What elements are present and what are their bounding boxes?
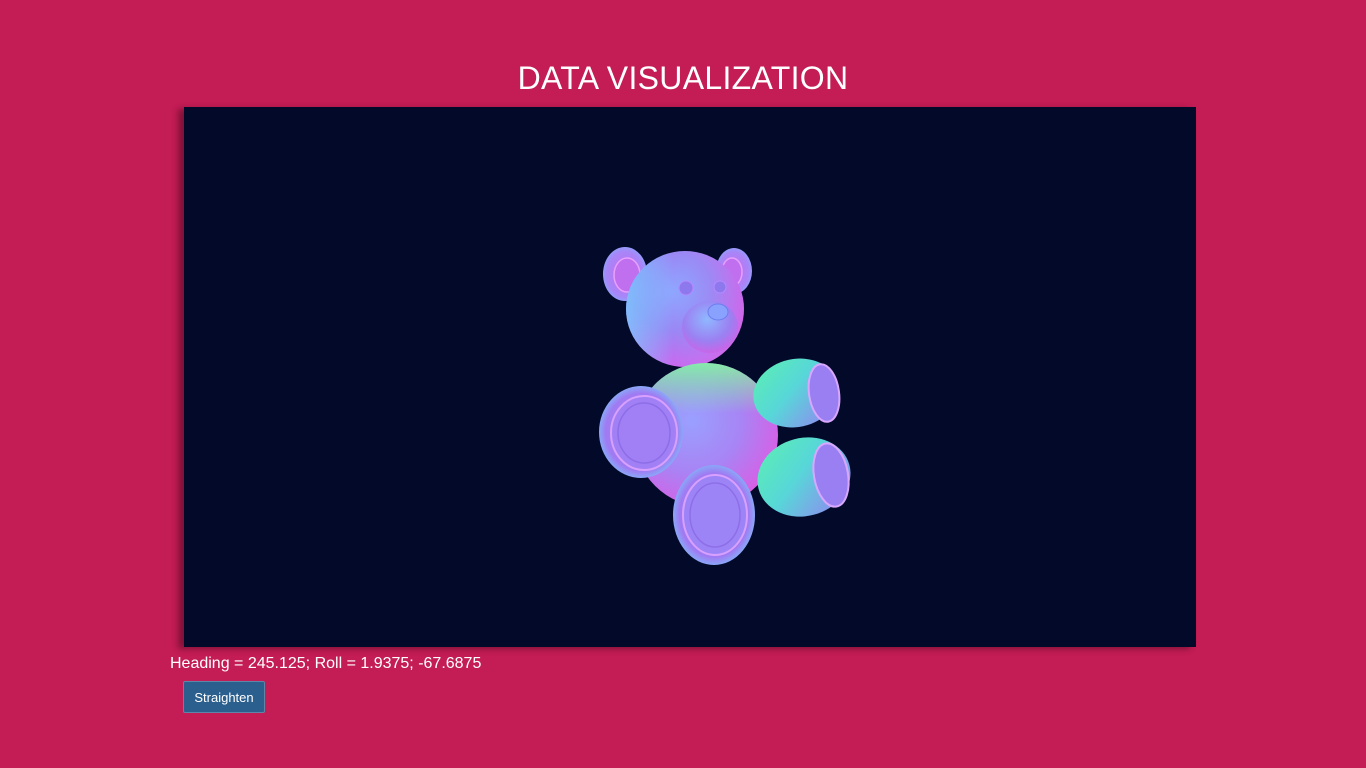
bear-head — [626, 251, 744, 367]
3d-viewport-canvas[interactable] — [184, 107, 1196, 647]
bear-right-arm — [753, 358, 841, 428]
page-title: DATA VISUALIZATION — [517, 60, 849, 96]
straighten-button[interactable]: Straighten — [183, 681, 265, 713]
orientation-readout: Heading = 245.125; Roll = 1.9375; -67.68… — [170, 655, 482, 672]
bear-right-leg — [757, 437, 851, 517]
bear-front-foot — [673, 465, 755, 565]
teddy-bear-icon — [599, 247, 851, 565]
bear-left-paw — [599, 386, 683, 478]
